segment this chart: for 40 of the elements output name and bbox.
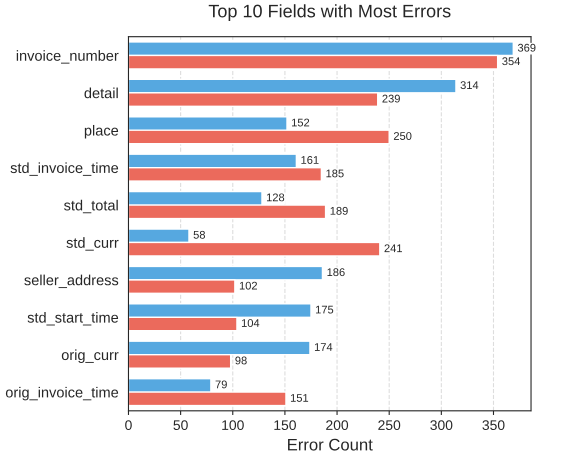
x-tick-label: 300 xyxy=(430,420,452,430)
data-label: 58 xyxy=(194,230,206,239)
data-label: 189 xyxy=(330,206,348,215)
y-tick-label: place xyxy=(84,124,118,139)
data-label: 239 xyxy=(382,94,400,103)
x-tick-label: 200 xyxy=(326,420,348,430)
y-tick-label: seller_address xyxy=(24,274,118,288)
data-label: 314 xyxy=(460,81,478,90)
y-tick-label: std_curr xyxy=(66,237,119,251)
data-label: 151 xyxy=(290,394,308,402)
y-tick-label: std_invoice_time xyxy=(10,162,118,176)
data-label: 79 xyxy=(216,380,227,388)
y-tick-label: std_total xyxy=(64,200,118,214)
x-tick-label: 150 xyxy=(274,420,296,430)
data-label: 102 xyxy=(240,282,257,290)
data-label: 128 xyxy=(266,193,284,202)
data-label: 161 xyxy=(301,156,319,164)
y-tick-label: orig_curr xyxy=(62,349,119,363)
chart-title: Top 10 Fields with Most Errors xyxy=(208,4,451,22)
data-label: 186 xyxy=(327,268,345,276)
data-label: 250 xyxy=(394,132,412,140)
x-tick-label: 350 xyxy=(482,420,505,430)
data-label: 241 xyxy=(384,244,402,252)
data-label: 175 xyxy=(316,306,334,314)
x-axis-title: Error Count xyxy=(288,438,373,451)
data-label: 354 xyxy=(502,57,520,66)
y-tick-label: orig_invoice_time xyxy=(6,386,118,400)
data-label: 152 xyxy=(292,118,310,126)
y-tick-label: detail xyxy=(84,88,118,98)
y-tick-label: std_start_time xyxy=(28,312,118,326)
data-label: 104 xyxy=(242,319,260,327)
data-label: 98 xyxy=(235,356,247,364)
x-tick-label: 250 xyxy=(378,420,400,430)
data-label: 185 xyxy=(326,170,344,178)
x-tick-label: 100 xyxy=(222,420,244,430)
data-label: 369 xyxy=(518,44,536,52)
data-label: 174 xyxy=(314,343,332,351)
x-tick-label: 0 xyxy=(125,420,132,430)
x-tick-label: 50 xyxy=(173,420,188,430)
y-tick-label: invoice_number xyxy=(16,50,119,64)
